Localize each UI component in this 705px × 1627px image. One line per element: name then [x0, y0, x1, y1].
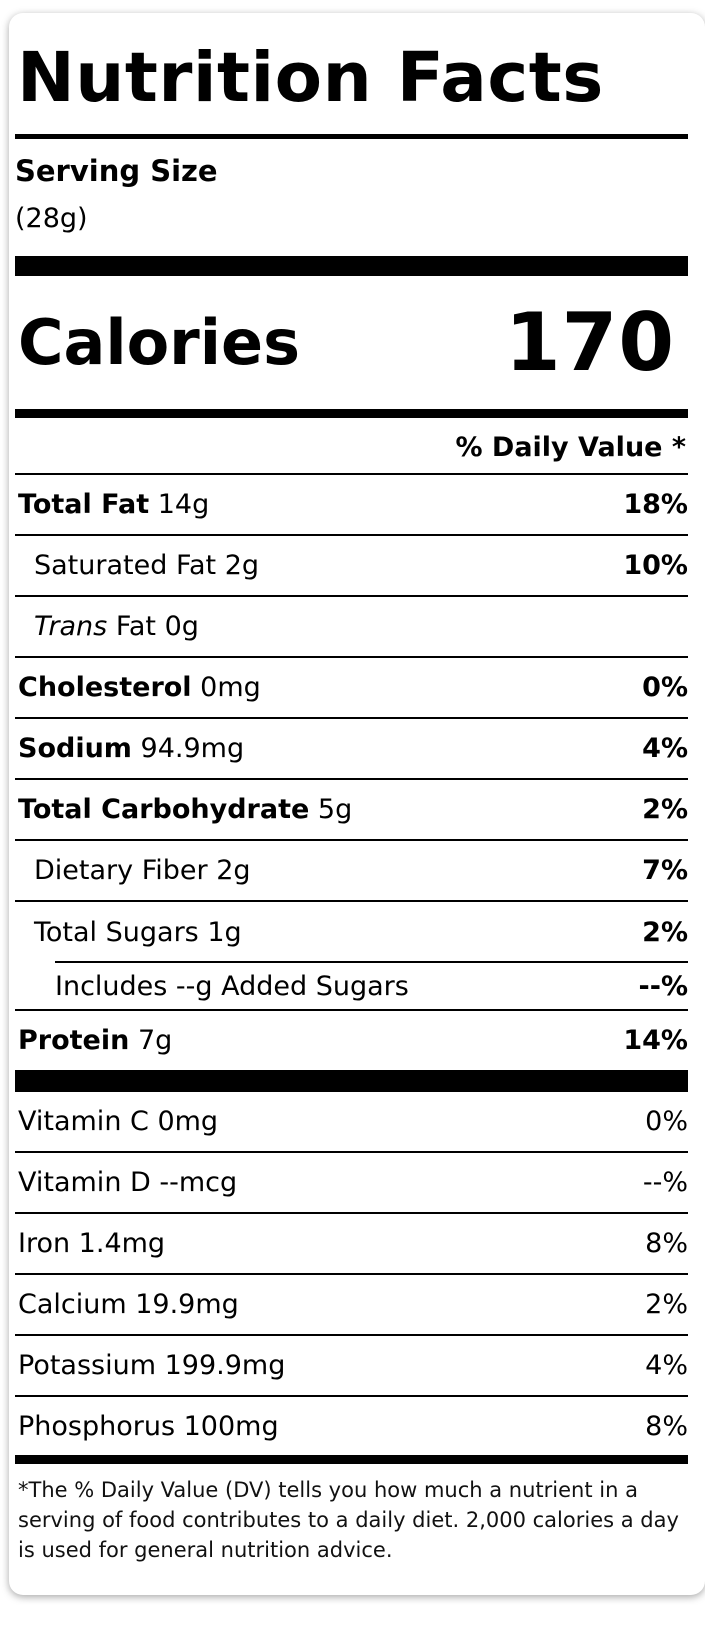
nutrient-name: Total Sugars [34, 917, 199, 948]
nutrient-name: Total Carbohydrate [18, 794, 310, 825]
nutrient-amount: 1g [207, 917, 242, 948]
nutrient-dv: 0% [642, 672, 688, 703]
divider-partial [55, 961, 688, 963]
divider-thick [15, 1070, 688, 1092]
vitamin-row: Phosphorus 100mg 8% [15, 1397, 688, 1455]
vitamin-text: Vitamin C 0mg [18, 1106, 219, 1137]
label-title: Nutrition Facts [17, 38, 604, 118]
divider-medium [15, 409, 688, 418]
nutrient-amount: 5g [317, 794, 353, 825]
vitamin-text: Iron 1.4mg [18, 1228, 166, 1259]
calories-row: Calories 170 [15, 276, 688, 409]
nutrient-row-dietary-fiber: Dietary Fiber 2g 7% [15, 841, 688, 902]
vitamin-dv: 4% [645, 1350, 688, 1381]
nutrient-dv: 4% [642, 733, 688, 764]
nutrient-dv: 14% [623, 1025, 688, 1056]
nutrient-dv: 7% [642, 855, 688, 886]
nutrient-amount: 2g [224, 550, 260, 581]
vitamin-dv: 2% [645, 1289, 688, 1320]
nutrient-amount: 7g [137, 1025, 173, 1056]
nutrient-row-total-fat: Total Fat 14g 18% [15, 475, 688, 536]
nutrient-row-protein: Protein 7g 14% [15, 1011, 688, 1070]
vitamin-dv: 8% [645, 1410, 688, 1442]
nutrient-amount: 14g [157, 489, 210, 520]
nutrient-text: Includes --g Added Sugars [55, 970, 409, 1002]
nutrient-name: Dietary Fiber [34, 855, 208, 886]
nutrient-dv: 2% [642, 794, 688, 825]
nutrient-name: Saturated Fat [34, 550, 217, 581]
nutrition-facts-label: Nutrition Facts Serving Size (28g) Calor… [9, 13, 705, 1595]
divider [15, 134, 688, 139]
calories-label: Calories [18, 306, 300, 379]
nutrient-amount: 2g [216, 855, 251, 886]
divider-medium [15, 1455, 688, 1464]
nutrient-amount: 94.9mg [140, 733, 245, 764]
nutrient-row-sodium: Sodium 94.9mg 4% [15, 719, 688, 780]
vitamin-row: Potassium 199.9mg 4% [15, 1336, 688, 1397]
nutrient-row-saturated-fat: Saturated Fat 2g 10% [15, 536, 688, 597]
nutrient-dv: 18% [623, 489, 688, 520]
vitamin-dv: 8% [645, 1228, 688, 1259]
vitamin-text: Calcium 19.9mg [18, 1289, 239, 1320]
page-bottom [0, 1605, 705, 1627]
vitamin-text: Potassium 199.9mg [18, 1350, 286, 1381]
calories-value: 170 [505, 296, 675, 389]
nutrient-dv: --% [638, 970, 688, 1002]
vitamin-text: Vitamin D --mcg [18, 1167, 238, 1198]
vitamin-row: Vitamin C 0mg 0% [15, 1092, 688, 1153]
vitamin-text: Phosphorus 100mg [18, 1410, 279, 1442]
serving-size-value: (28g) [15, 203, 88, 234]
vitamin-row: Vitamin D --mcg --% [15, 1153, 688, 1214]
nutrient-dv: 2% [642, 917, 688, 948]
daily-value-header: % Daily Value * [15, 418, 688, 475]
nutrient-row-total-sugars: Total Sugars 1g 2% [15, 902, 688, 963]
nutrient-name-italic: Trans [34, 611, 108, 642]
vitamin-row: Calcium 19.9mg 2% [15, 1275, 688, 1336]
nutrient-row-trans-fat: Trans Fat 0g [15, 597, 688, 658]
vitamin-dv: --% [642, 1167, 688, 1198]
nutrient-amount: 0mg [200, 672, 261, 703]
serving-size-label: Serving Size [15, 154, 218, 188]
nutrient-name: Cholesterol [18, 672, 192, 703]
nutrient-name: Fat [115, 611, 157, 642]
vitamin-row: Iron 1.4mg 8% [15, 1214, 688, 1275]
nutrient-row-added-sugars: Includes --g Added Sugars --% [15, 963, 688, 1011]
nutrient-name: Total Fat [18, 489, 150, 520]
divider-thick [15, 256, 688, 276]
vitamin-dv: 0% [645, 1106, 688, 1137]
nutrient-dv: 10% [623, 550, 688, 581]
footnote: *The % Daily Value (DV) tells you how mu… [18, 1478, 679, 1562]
nutrient-name: Sodium [18, 733, 132, 764]
nutrient-amount: 0g [164, 611, 199, 642]
nutrient-row-cholesterol: Cholesterol 0mg 0% [15, 658, 688, 719]
total-sugars-wrap: Total Sugars 1g 2% [15, 902, 688, 963]
nutrient-name: Protein [18, 1025, 130, 1056]
nutrient-row-total-carbohydrate: Total Carbohydrate 5g 2% [15, 780, 688, 841]
